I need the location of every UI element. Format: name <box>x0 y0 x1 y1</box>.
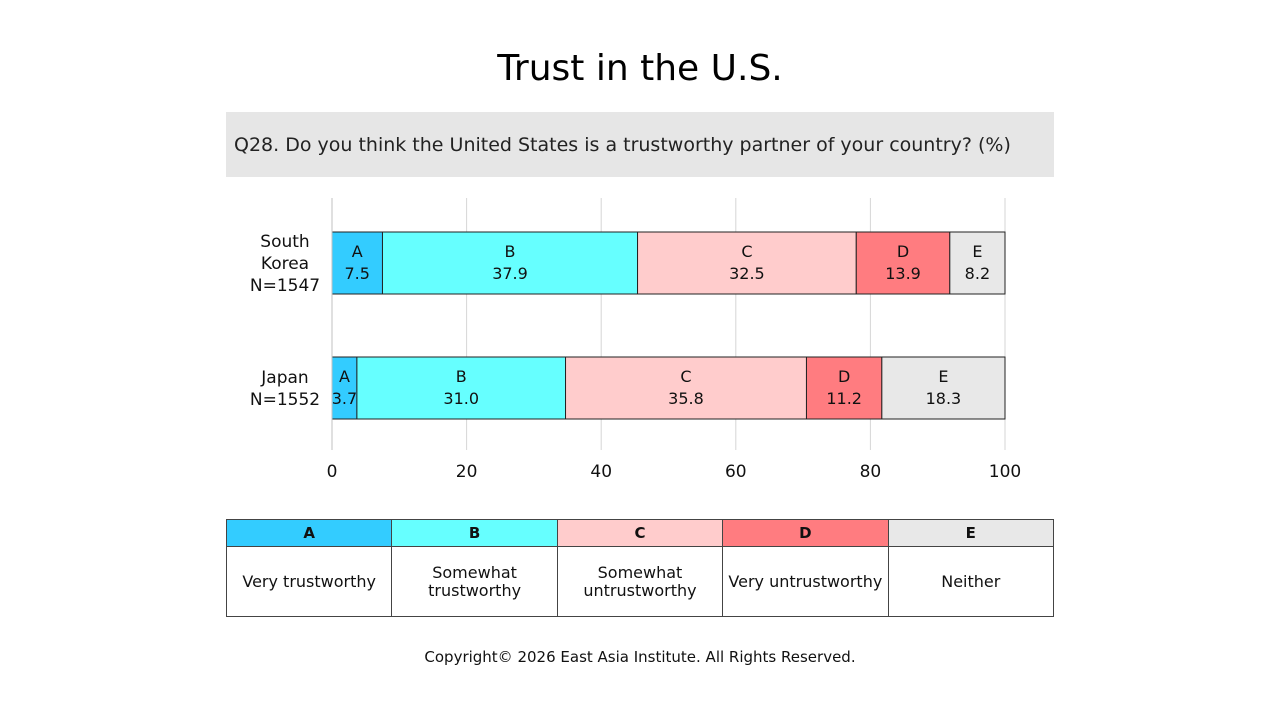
data-label-1-b: 31.0 <box>443 389 479 408</box>
bar-1-b <box>356 356 567 420</box>
segment-code-0-d: D <box>897 242 909 261</box>
bar-0-b <box>381 231 639 295</box>
segment-code-1-b: B <box>456 367 467 386</box>
legend-header-row: A B C D E <box>225 519 1055 547</box>
bar-0-a <box>331 231 383 295</box>
category-label-1-0: Japan <box>260 368 308 388</box>
bar-1-d <box>805 356 883 420</box>
legend-code-b: B <box>391 519 558 547</box>
data-label-0-b: 37.9 <box>492 264 528 283</box>
legend-code-e: E <box>887 519 1055 547</box>
copyright-footer: Copyright© 2026 East Asia Institute. All… <box>424 648 856 666</box>
data-label-0-e: 8.2 <box>965 264 990 283</box>
legend-label-row: Very trustworthy Somewhat trustworthy So… <box>225 546 1055 617</box>
category-label-1-1: N=1552 <box>250 390 320 410</box>
category-label-0-2: N=1547 <box>250 276 320 296</box>
data-label-0-d: 13.9 <box>885 264 921 283</box>
legend-code-c: C <box>556 519 724 547</box>
bar-1-c <box>565 356 807 420</box>
category-label-0-0: South <box>260 232 309 252</box>
bar-1-e <box>881 356 1006 420</box>
legend-code-d: D <box>722 519 889 547</box>
data-label-1-d: 11.2 <box>826 389 862 408</box>
data-label-1-c: 35.8 <box>668 389 704 408</box>
category-label-0-1: Korea <box>261 254 309 274</box>
data-label-0-a: 7.5 <box>345 264 370 283</box>
legend-table: A B C D E Very trustworthy Somewhat trus… <box>225 519 1055 617</box>
segment-code-0-c: C <box>741 242 752 261</box>
question-text: Q28. Do you think the United States is a… <box>234 134 1011 156</box>
legend-code-a: A <box>225 519 393 547</box>
legend-label-c: Somewhat untrustworthy <box>556 546 724 617</box>
data-label-1-a: 3.7 <box>332 389 357 408</box>
x-tick-label-40: 40 <box>590 462 612 482</box>
segment-code-1-c: C <box>680 367 691 386</box>
x-tick-label-60: 60 <box>725 462 747 482</box>
segment-code-0-b: B <box>505 242 516 261</box>
bar-0-e <box>949 231 1006 295</box>
chart-title: Trust in the U.S. <box>497 48 783 89</box>
segment-code-1-a: A <box>339 367 350 386</box>
legend-label-a: Very trustworthy <box>225 546 393 617</box>
data-label-0-c: 32.5 <box>729 264 765 283</box>
x-tick-label-0: 0 <box>327 462 338 482</box>
legend-label-e: Neither <box>887 546 1055 617</box>
x-tick-label-100: 100 <box>989 462 1021 482</box>
question-box: Q28. Do you think the United States is a… <box>226 112 1054 177</box>
bar-0-d <box>855 231 951 295</box>
segment-code-0-e: E <box>972 242 982 261</box>
legend-label-d: Very untrustworthy <box>722 546 889 617</box>
bar-0-c <box>637 231 857 295</box>
legend-label-b: Somewhat trustworthy <box>391 546 558 617</box>
segment-code-0-a: A <box>352 242 363 261</box>
x-tick-label-80: 80 <box>860 462 882 482</box>
segment-code-1-e: E <box>938 367 948 386</box>
x-tick-label-20: 20 <box>456 462 478 482</box>
data-label-1-e: 18.3 <box>926 389 962 408</box>
segment-code-1-d: D <box>838 367 850 386</box>
stacked-bar-chart: 0 20 40 60 80 100 A 7.5 B 37.9 C 32.5 D 13.9 E 8.2 South… <box>250 198 1021 482</box>
